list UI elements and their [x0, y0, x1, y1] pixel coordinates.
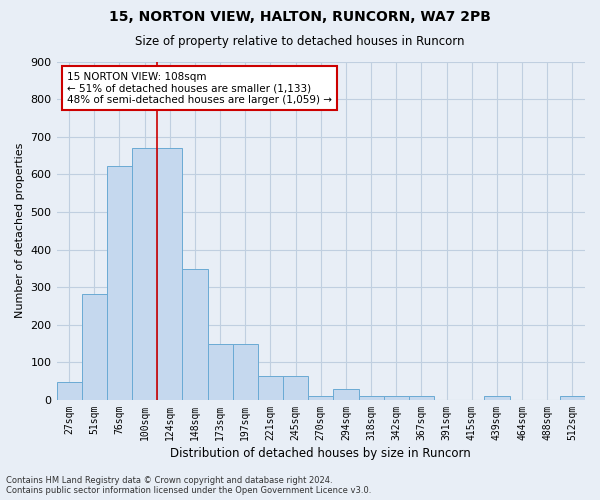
Bar	[107, 166, 132, 400]
Bar	[56, 382, 82, 400]
Bar	[258, 376, 283, 400]
Bar	[484, 396, 509, 400]
Bar	[157, 148, 182, 400]
Text: Contains HM Land Registry data © Crown copyright and database right 2024.
Contai: Contains HM Land Registry data © Crown c…	[6, 476, 371, 495]
Bar	[283, 376, 308, 400]
Bar	[560, 396, 585, 400]
Bar	[132, 148, 157, 400]
Bar	[208, 344, 233, 400]
Text: 15 NORTON VIEW: 108sqm
← 51% of detached houses are smaller (1,133)
48% of semi-: 15 NORTON VIEW: 108sqm ← 51% of detached…	[67, 72, 332, 105]
Text: Size of property relative to detached houses in Runcorn: Size of property relative to detached ho…	[135, 35, 465, 48]
Bar	[308, 396, 334, 400]
Bar	[383, 396, 409, 400]
Bar	[233, 344, 258, 400]
Bar	[82, 294, 107, 400]
Text: 15, NORTON VIEW, HALTON, RUNCORN, WA7 2PB: 15, NORTON VIEW, HALTON, RUNCORN, WA7 2P…	[109, 10, 491, 24]
Bar	[359, 396, 383, 400]
Bar	[409, 396, 434, 400]
Y-axis label: Number of detached properties: Number of detached properties	[15, 143, 25, 318]
Bar	[182, 270, 208, 400]
Bar	[334, 388, 359, 400]
X-axis label: Distribution of detached houses by size in Runcorn: Distribution of detached houses by size …	[170, 447, 471, 460]
